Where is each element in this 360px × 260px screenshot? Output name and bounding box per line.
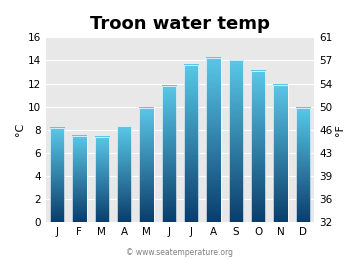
Bar [72, 136, 87, 222]
Bar [229, 61, 243, 222]
Bar [296, 108, 310, 222]
Bar [50, 127, 64, 222]
Text: © www.seatemperature.org: © www.seatemperature.org [126, 248, 234, 257]
Bar [95, 137, 109, 222]
Bar [117, 126, 131, 222]
Bar [273, 85, 288, 222]
Y-axis label: °C: °C [15, 123, 25, 136]
Y-axis label: °F: °F [335, 124, 345, 136]
Bar [162, 86, 176, 222]
Bar [184, 65, 198, 222]
Bar [206, 58, 221, 222]
Bar [139, 108, 154, 222]
Bar [251, 71, 265, 222]
Title: Troon water temp: Troon water temp [90, 15, 270, 33]
